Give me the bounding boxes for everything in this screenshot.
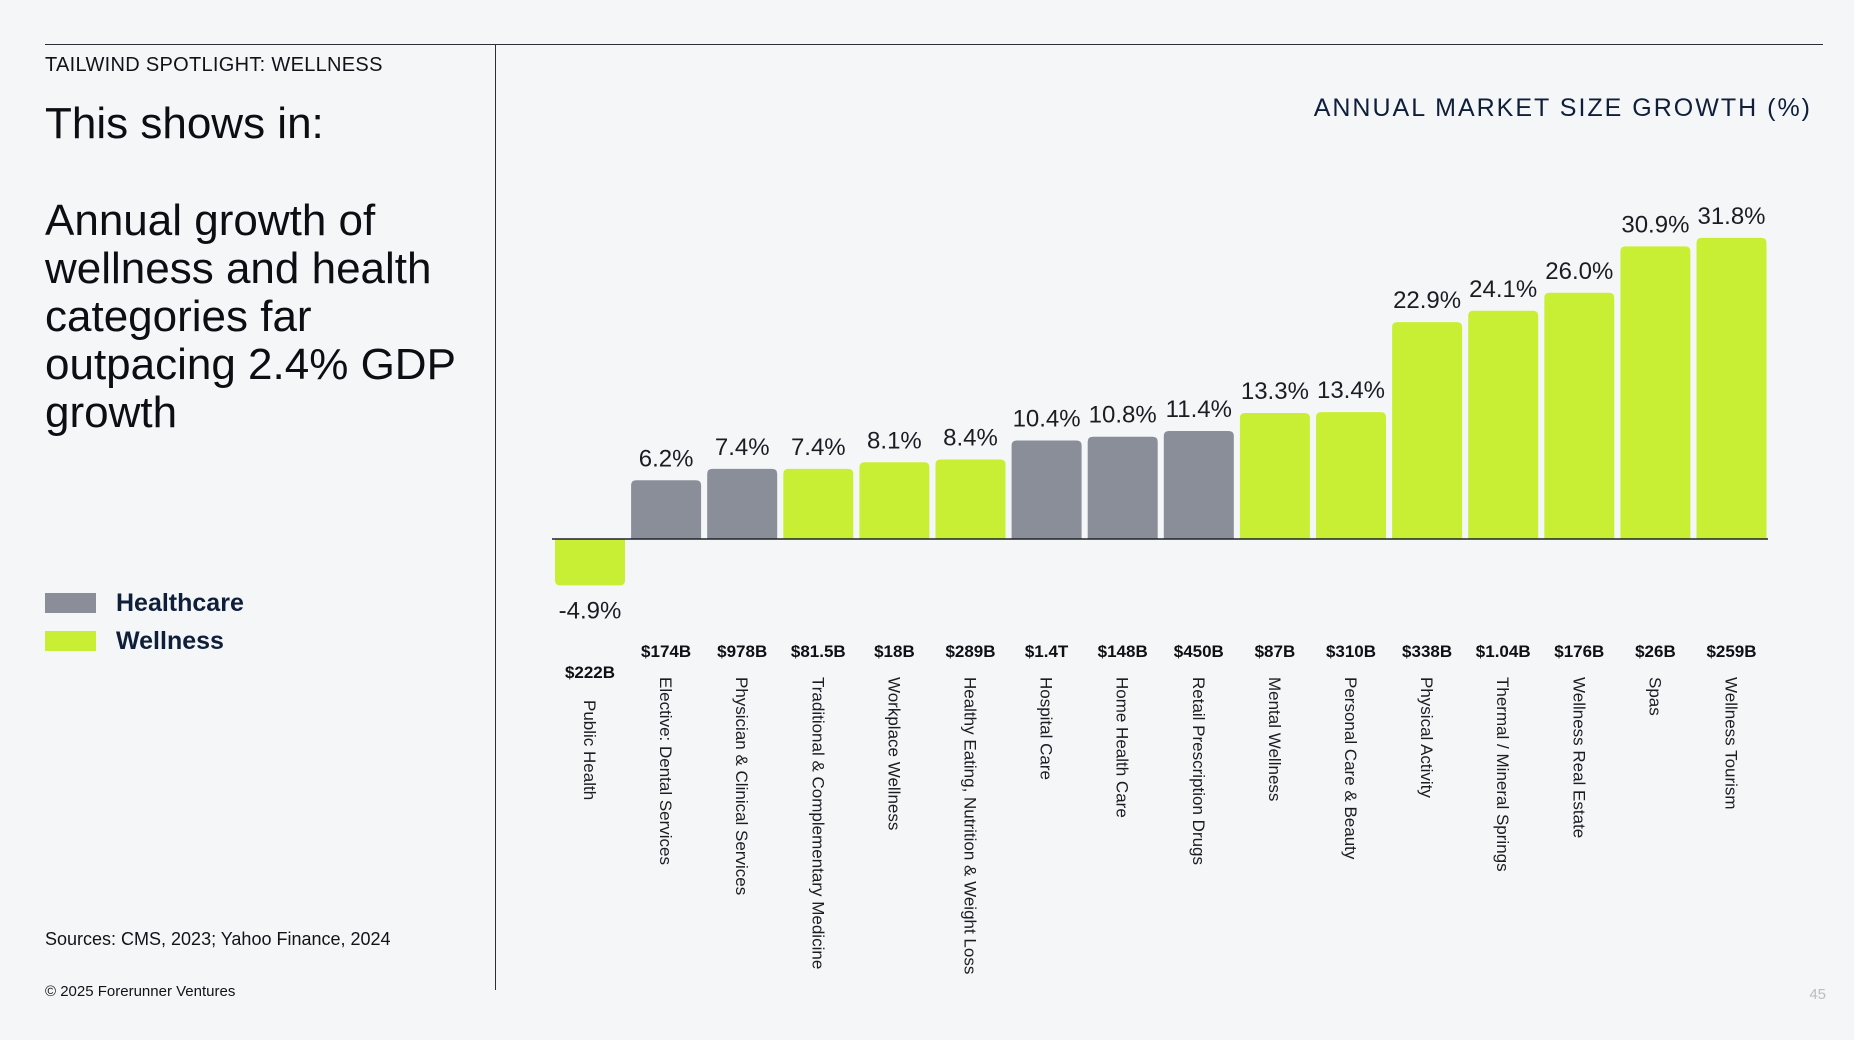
value-label: -4.9% (559, 597, 622, 624)
legend-swatch-wellness (45, 631, 96, 651)
market-size-label: $450B (1174, 642, 1224, 661)
bar (1620, 246, 1691, 539)
bar (1392, 322, 1463, 539)
eyebrow-label: TAILWIND SPOTLIGHT: WELLNESS (45, 54, 383, 76)
market-size-label: $1.4T (1025, 642, 1069, 661)
bar (555, 539, 625, 586)
value-label: 7.4% (791, 434, 846, 461)
market-size-label: $310B (1326, 642, 1376, 661)
market-size-label: $1.04B (1476, 642, 1531, 661)
value-label: 8.1% (867, 427, 922, 454)
top-rule (45, 44, 1823, 45)
bar (1316, 412, 1386, 539)
value-label: 31.8% (1697, 203, 1765, 230)
chart-title: ANNUAL MARKET SIZE GROWTH (%) (1313, 94, 1812, 122)
category-label: Thermal / Mineral Springs (1493, 677, 1512, 872)
copyright: © 2025 Forerunner Ventures (45, 983, 236, 1000)
market-size-label: $978B (717, 642, 767, 661)
category-label: Home Health Care (1113, 677, 1132, 818)
value-label: 11.4% (1166, 396, 1232, 423)
bar (859, 462, 930, 539)
legend-item-wellness: Wellness (45, 622, 244, 660)
market-size-label: $259B (1706, 642, 1756, 661)
page-number: 45 (1809, 986, 1826, 1003)
bar (631, 480, 702, 539)
legend-label-healthcare: Healthcare (116, 588, 244, 617)
market-size-label: $81.5B (791, 642, 846, 661)
value-label: 10.4% (1013, 406, 1081, 433)
bar (1087, 436, 1158, 539)
market-size-label: $87B (1255, 642, 1296, 661)
legend-item-healthcare: Healthcare (45, 584, 244, 622)
market-size-label: $289B (945, 642, 995, 661)
category-label: Healthy Eating, Nutrition & Weight Loss (961, 677, 980, 974)
value-label: 10.8% (1089, 402, 1157, 429)
value-label: 26.0% (1545, 258, 1613, 285)
category-label: Personal Care & Beauty (1341, 677, 1360, 860)
category-label: Workplace Wellness (884, 677, 903, 830)
value-label: 24.1% (1469, 276, 1537, 303)
sources-note: Sources: CMS, 2023; Yahoo Finance, 2024 (45, 929, 391, 949)
vertical-divider (495, 44, 496, 990)
legend: Healthcare Wellness (45, 584, 244, 660)
bar (1011, 440, 1082, 539)
category-label: Wellness Tourism (1722, 677, 1741, 810)
category-label: Hospital Care (1037, 677, 1056, 780)
market-size-label: $176B (1554, 642, 1604, 661)
value-label: 13.4% (1317, 377, 1385, 404)
value-label: 13.3% (1241, 378, 1309, 405)
value-label: 6.2% (639, 445, 694, 472)
bar (1239, 413, 1310, 539)
market-size-label: $222B (565, 663, 615, 682)
category-label: Elective: Dental Services (656, 677, 675, 865)
market-size-label: $18B (874, 642, 915, 661)
value-label: 30.9% (1621, 211, 1689, 238)
lead-text: This shows in: (45, 99, 324, 148)
category-label: Wellness Real Estate (1569, 677, 1588, 838)
market-size-label: $174B (641, 642, 691, 661)
market-size-label: $338B (1402, 642, 1452, 661)
bar (935, 459, 1006, 539)
market-size-label: $148B (1098, 642, 1148, 661)
category-label: Mental Wellness (1265, 677, 1284, 801)
bar (1544, 292, 1615, 539)
value-label: 8.4% (943, 424, 998, 451)
category-label: Traditional & Complementary Medicine (808, 677, 827, 969)
value-label: 22.9% (1393, 287, 1461, 314)
bar (1468, 310, 1539, 539)
category-label: Public Health (580, 700, 599, 800)
category-label: Physical Activity (1417, 677, 1436, 798)
bar (783, 468, 854, 539)
value-label: 7.4% (715, 434, 770, 461)
headline: Annual growth of wellness and health cat… (45, 196, 456, 437)
bar (1163, 431, 1234, 539)
bar (1696, 237, 1767, 539)
legend-swatch-healthcare (45, 593, 96, 613)
category-label: Spas (1645, 677, 1664, 716)
market-size-label: $26B (1635, 642, 1676, 661)
legend-label-wellness: Wellness (116, 626, 224, 655)
bar (707, 468, 778, 539)
category-label: Physician & Clinical Services (732, 677, 751, 895)
category-label: Retail Prescription Drugs (1189, 677, 1208, 865)
